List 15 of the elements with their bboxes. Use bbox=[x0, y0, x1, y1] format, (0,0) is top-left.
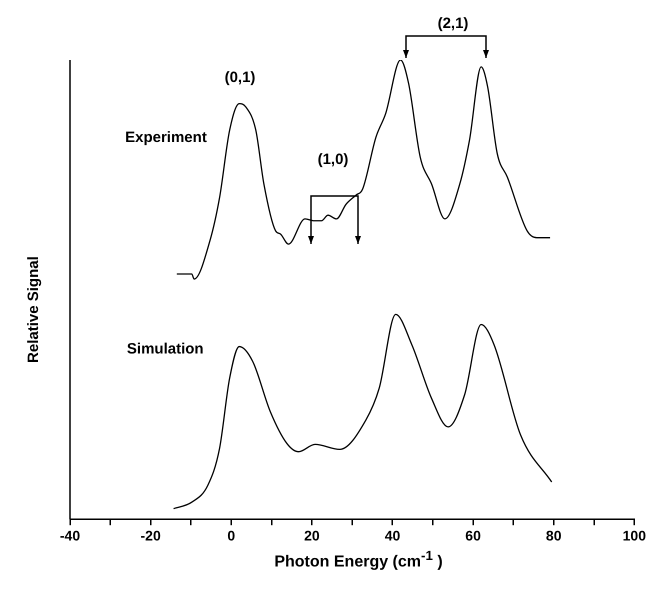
annotation: (0,1) bbox=[224, 68, 256, 88]
x-tick-label: 20 bbox=[304, 527, 320, 544]
x-tick-label: 40 bbox=[384, 527, 400, 544]
x-tick-label: 100 bbox=[622, 527, 646, 544]
x-axis-title: Photon Energy (cm$^{-1}$ ) bbox=[273, 548, 444, 572]
x-tick-label: 80 bbox=[546, 527, 562, 544]
x-tick-label: 60 bbox=[465, 527, 482, 544]
series-label: Experiment bbox=[125, 129, 207, 146]
x-tick-label: -40 bbox=[60, 527, 80, 544]
x-tick-label: -20 bbox=[140, 527, 161, 544]
text: (2,1) bbox=[436, 14, 470, 34]
x-tick-label: 0 bbox=[227, 527, 236, 544]
annotation: (1,0) bbox=[316, 150, 350, 170]
series-label: Simulation bbox=[126, 340, 204, 358]
y-axis-title: Relative Signal bbox=[25, 256, 42, 363]
